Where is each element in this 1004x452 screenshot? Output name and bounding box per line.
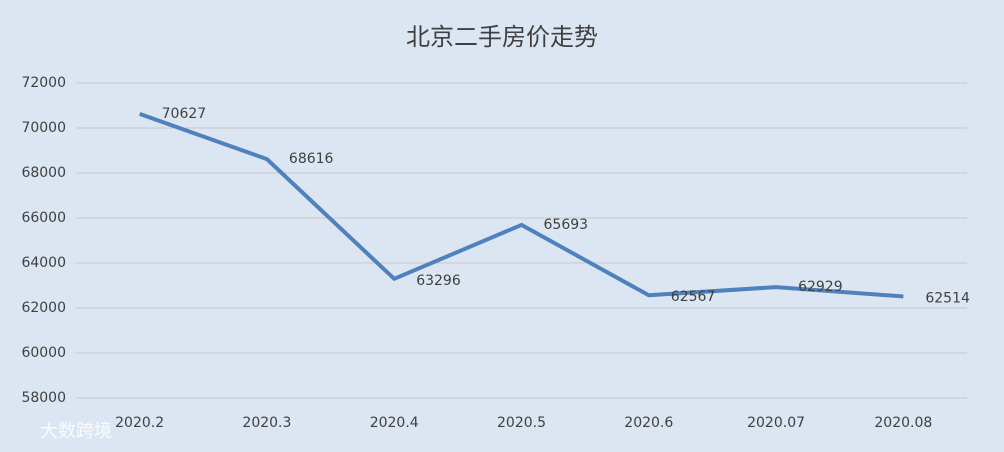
line <box>138 112 904 299</box>
chart-title: 北京二手房价走势 <box>406 23 598 51</box>
x-tick-label: 2020.08 <box>874 415 932 431</box>
y-tick-label: 72000 <box>21 75 66 91</box>
y-tick-label: 64000 <box>21 255 66 271</box>
data-label: 62929 <box>798 279 843 295</box>
watermark: 大数跨境 <box>40 421 112 442</box>
x-tick-label: 2020.4 <box>370 415 419 431</box>
y-tick-label: 66000 <box>21 210 66 226</box>
y-tick-label: 62000 <box>21 300 66 316</box>
data-label: 68616 <box>289 151 334 167</box>
x-tick-label: 2020.3 <box>242 415 291 431</box>
data-label: 65693 <box>544 217 589 233</box>
x-tick-label: 2020.6 <box>624 415 673 431</box>
y-tick-label: 70000 <box>21 120 66 136</box>
data-label: 63296 <box>416 273 461 289</box>
y-tick-label: 58000 <box>21 390 66 406</box>
data-label: 62514 <box>925 290 970 306</box>
data-label: 62567 <box>671 289 716 305</box>
x-tick-label: 2020.07 <box>747 415 805 431</box>
y-tick-label: 68000 <box>21 165 66 181</box>
y-tick-label: 60000 <box>21 345 66 361</box>
x-tick-label: 2020.5 <box>497 415 546 431</box>
x-tick-label: 2020.2 <box>115 415 164 431</box>
data-label: 70627 <box>162 106 207 122</box>
